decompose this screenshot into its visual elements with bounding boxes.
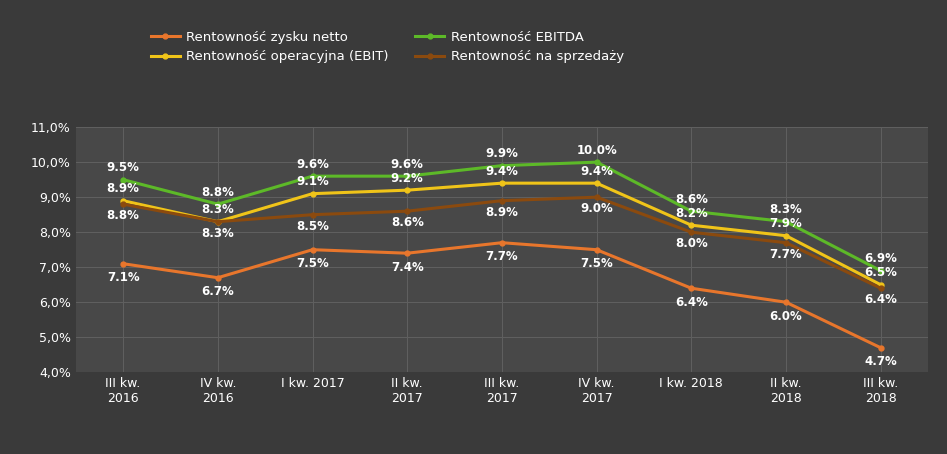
Text: 8.8%: 8.8% (107, 209, 139, 222)
Line: Rentowność zysku netto: Rentowność zysku netto (120, 240, 884, 350)
Rentowność zysku netto (402, 251, 413, 256)
Text: 6.5%: 6.5% (865, 266, 897, 280)
Rentowność EBITDA (402, 173, 413, 179)
Text: 9.6%: 9.6% (391, 158, 423, 171)
Rentowność zysku netto (780, 300, 792, 305)
Rentowność operacyjna (EBIT) (402, 188, 413, 193)
Rentowność EBITDA (212, 202, 223, 207)
Rentowność EBITDA (591, 159, 602, 165)
Rentowność operacyjna (EBIT) (875, 282, 886, 287)
Rentowność EBITDA (686, 208, 697, 214)
Text: 6.4%: 6.4% (675, 296, 707, 309)
Rentowność zysku netto (307, 247, 318, 252)
Rentowność zysku netto (875, 345, 886, 350)
Legend: Rentowność zysku netto, Rentowność operacyjna (EBIT), Rentowność EBITDA, Rentown: Rentowność zysku netto, Rentowność opera… (151, 31, 624, 64)
Rentowność EBITDA (875, 268, 886, 273)
Rentowność EBITDA (307, 173, 318, 179)
Rentowność operacyjna (EBIT) (307, 191, 318, 197)
Rentowność na sprzedaży (307, 212, 318, 217)
Text: 6.4%: 6.4% (865, 293, 897, 306)
Text: 6.0%: 6.0% (770, 310, 802, 323)
Rentowność zysku netto (686, 286, 697, 291)
Text: 9.4%: 9.4% (486, 165, 518, 178)
Rentowność EBITDA (780, 219, 792, 224)
Rentowność na sprzedaży (591, 194, 602, 200)
Rentowność na sprzedaży (212, 219, 223, 224)
Rentowność na sprzedaży (780, 240, 792, 246)
Rentowność zysku netto (117, 261, 129, 266)
Text: 7.1%: 7.1% (107, 271, 139, 284)
Text: 9.6%: 9.6% (296, 158, 329, 171)
Text: 7.7%: 7.7% (770, 248, 802, 261)
Rentowność EBITDA (496, 163, 508, 168)
Rentowność operacyjna (EBIT) (686, 222, 697, 228)
Rentowność na sprzedaży (117, 202, 129, 207)
Text: 8.3%: 8.3% (202, 227, 234, 240)
Line: Rentowność na sprzedaży: Rentowność na sprzedaży (120, 195, 884, 291)
Rentowność EBITDA (117, 177, 129, 183)
Text: 8.9%: 8.9% (486, 206, 518, 219)
Text: 8.3%: 8.3% (202, 203, 234, 217)
Text: 9.0%: 9.0% (581, 202, 613, 215)
Text: 6.9%: 6.9% (865, 252, 897, 266)
Rentowność operacyjna (EBIT) (212, 219, 223, 224)
Text: 8.8%: 8.8% (202, 186, 234, 199)
Rentowność zysku netto (496, 240, 508, 246)
Text: 7.5%: 7.5% (296, 257, 329, 271)
Text: 7.7%: 7.7% (486, 251, 518, 263)
Line: Rentowność EBITDA: Rentowność EBITDA (120, 160, 884, 273)
Text: 7.4%: 7.4% (391, 261, 423, 274)
Text: 9.4%: 9.4% (581, 165, 613, 178)
Text: 9.1%: 9.1% (296, 175, 329, 188)
Rentowność na sprzedaży (496, 198, 508, 203)
Text: 8.6%: 8.6% (391, 217, 423, 229)
Rentowność zysku netto (212, 275, 223, 281)
Text: 6.7%: 6.7% (202, 286, 234, 298)
Rentowność na sprzedaży (686, 229, 697, 235)
Text: 8.5%: 8.5% (296, 220, 329, 233)
Rentowność operacyjna (EBIT) (780, 233, 792, 238)
Rentowność operacyjna (EBIT) (591, 180, 602, 186)
Text: 8.2%: 8.2% (675, 207, 707, 220)
Text: 10.0%: 10.0% (576, 144, 617, 157)
Rentowność operacyjna (EBIT) (117, 198, 129, 203)
Text: 8.0%: 8.0% (675, 237, 707, 251)
Rentowność zysku netto (591, 247, 602, 252)
Rentowność na sprzedaży (875, 286, 886, 291)
Text: 8.9%: 8.9% (107, 183, 139, 195)
Text: 7.5%: 7.5% (581, 257, 613, 271)
Text: 7.9%: 7.9% (770, 217, 802, 231)
Line: Rentowność operacyjna (EBIT): Rentowność operacyjna (EBIT) (120, 181, 884, 287)
Rentowność operacyjna (EBIT) (496, 180, 508, 186)
Rentowność na sprzedaży (402, 208, 413, 214)
Text: 9.5%: 9.5% (107, 162, 139, 174)
Text: 9.9%: 9.9% (486, 148, 518, 160)
Text: 9.2%: 9.2% (391, 172, 423, 185)
Text: 8.3%: 8.3% (770, 203, 802, 217)
Text: 8.6%: 8.6% (675, 193, 707, 206)
Text: 4.7%: 4.7% (865, 355, 897, 369)
